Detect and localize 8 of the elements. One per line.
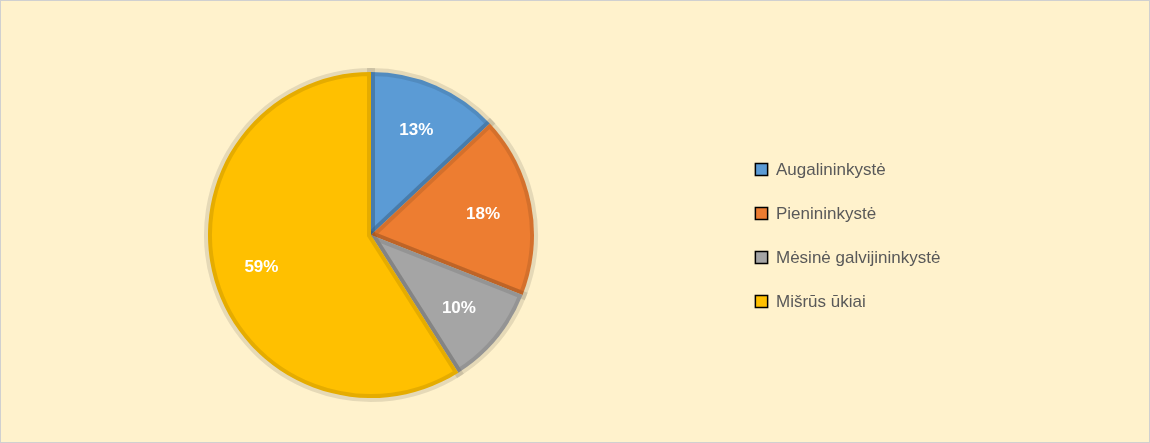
- legend-label: Mėsinė galvijininkystė: [776, 247, 941, 267]
- data-label: 10%: [441, 297, 476, 317]
- data-label: 18%: [466, 203, 501, 223]
- legend-label: Mišrūs ūkiai: [776, 291, 866, 311]
- data-label: 59%: [244, 256, 279, 276]
- data-label: 13%: [399, 120, 434, 140]
- legend-label: Pienininkystė: [776, 203, 877, 223]
- legend-label: Augalininkystė: [776, 159, 886, 179]
